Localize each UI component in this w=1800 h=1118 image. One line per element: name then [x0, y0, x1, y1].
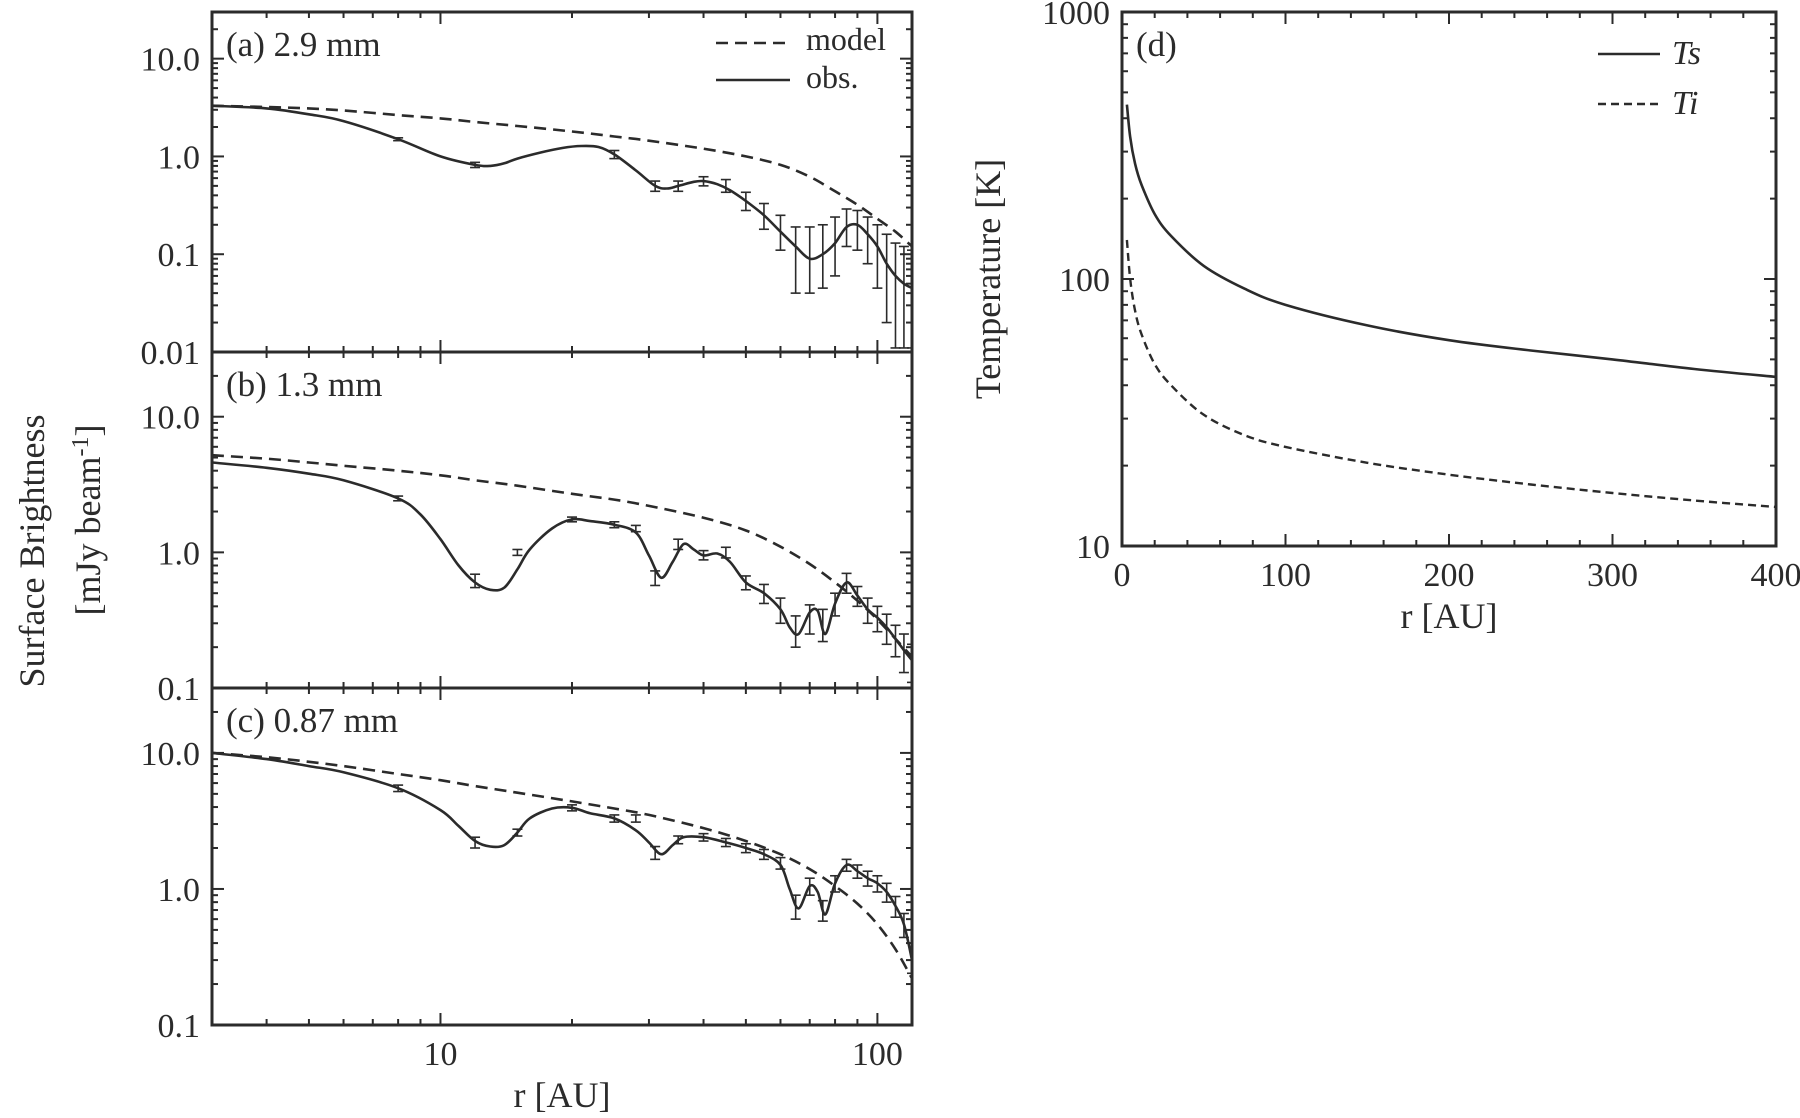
plot-area: [212, 751, 912, 980]
series-model-line: [212, 453, 912, 658]
legend-ti-label: Ti: [1672, 85, 1698, 122]
shared-ylabel-exponent: -1: [68, 437, 94, 457]
x-tick-label: 100: [852, 1036, 903, 1073]
x-axis-label: r [AU]: [1401, 596, 1498, 636]
y-tick-label: 0.1: [158, 1008, 201, 1045]
y-tick-label: 0.1: [158, 237, 201, 274]
y-tick-label: 1.0: [158, 139, 201, 176]
x-tick-label: 100: [1260, 557, 1311, 594]
x-tick-label: 400: [1751, 557, 1800, 594]
series-ti-line: [1125, 239, 1776, 509]
y-tick-label: 1.0: [158, 535, 201, 572]
shared-ylabel-unit: [mJy beam: [68, 457, 108, 616]
shared-ylabel-line1: Surface Brightness: [12, 415, 52, 688]
plot-area: [212, 453, 912, 684]
x-tick-label: 300: [1587, 557, 1638, 594]
y-tick-label: 10: [1076, 529, 1110, 566]
panel-d: 1000 100 100 100 200 300 400 (d) Ts Ti r [AU] Tempe…: [968, 0, 1800, 636]
axes-frame: [1120, 10, 1778, 548]
panel-label: (b) 1.3 mm: [226, 365, 383, 404]
series-obs-line: [212, 751, 912, 961]
panel-b: 10.0 1.0 0.1 (b) 1.3 mm: [141, 350, 914, 708]
legend-obs-label: obs.: [806, 59, 858, 95]
axes-frame: [210, 686, 914, 1027]
panel-label: (d): [1136, 25, 1177, 64]
series-obs-line: [212, 104, 912, 290]
plot-area: [1125, 104, 1776, 509]
series-model-line: [212, 104, 912, 248]
y-tick-label: 0.01: [141, 335, 201, 372]
y-tick-label: 10.0: [141, 400, 201, 437]
plot-area: [212, 104, 912, 349]
x-axis-label: r [AU]: [514, 1075, 611, 1115]
series-model-line: [212, 751, 912, 980]
legend-model-label: model: [806, 21, 886, 57]
y-tick-label: 100: [1059, 262, 1110, 299]
series-ts-line: [1125, 104, 1776, 379]
shared-ylabel: Surface Brightness [mJy beam-1]: [12, 415, 108, 688]
y-tick-label: 0.1: [158, 671, 201, 708]
y-tick-label: 10.0: [141, 42, 201, 79]
shared-ylabel-close: ]: [68, 425, 108, 437]
panel-label: (a) 2.9 mm: [226, 25, 381, 64]
y-axis-label: Temperature [K]: [968, 159, 1008, 399]
y-tick-label: 1.0: [158, 872, 201, 909]
legend-ts-label: Ts: [1672, 35, 1701, 72]
y-tick-label: 10.0: [141, 736, 201, 773]
panel-label: (c) 0.87 mm: [226, 701, 398, 740]
x-tick-label: 0: [1114, 557, 1131, 594]
x-tick-label: 200: [1424, 557, 1475, 594]
y-tick-label: 1000: [1042, 0, 1110, 32]
x-tick-label: 10: [423, 1036, 457, 1073]
shared-ylabel-line2: [mJy beam-1]: [68, 425, 108, 616]
panel-c: 10.0 1.0 0.1 10 100 (c) 0.87 mm r [AU]: [141, 686, 914, 1115]
